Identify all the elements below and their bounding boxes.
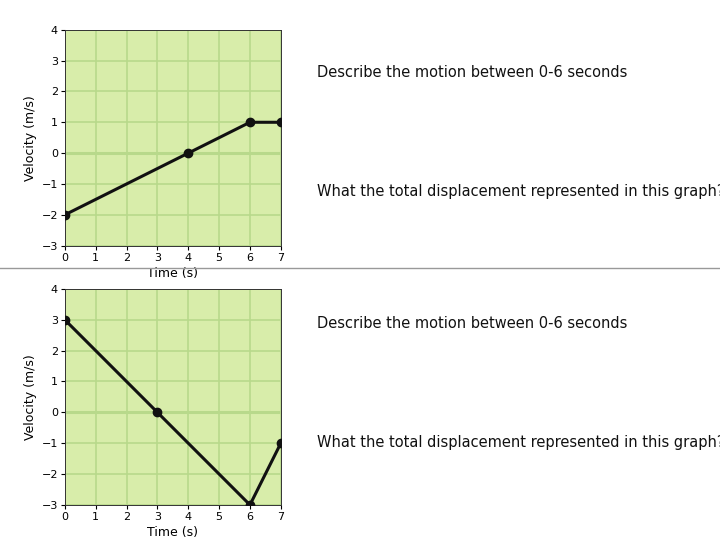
X-axis label: Time (s): Time (s)	[148, 267, 198, 280]
Y-axis label: Velocity (m/s): Velocity (m/s)	[24, 354, 37, 440]
Text: What the total displacement represented in this graph?: What the total displacement represented …	[317, 184, 720, 199]
Text: Describe the motion between 0-6 seconds: Describe the motion between 0-6 seconds	[317, 65, 627, 80]
Text: Describe the motion between 0-6 seconds: Describe the motion between 0-6 seconds	[317, 316, 627, 331]
Y-axis label: Velocity (m/s): Velocity (m/s)	[24, 95, 37, 180]
X-axis label: Time (s): Time (s)	[148, 526, 198, 539]
Text: What the total displacement represented in this graph?: What the total displacement represented …	[317, 435, 720, 450]
